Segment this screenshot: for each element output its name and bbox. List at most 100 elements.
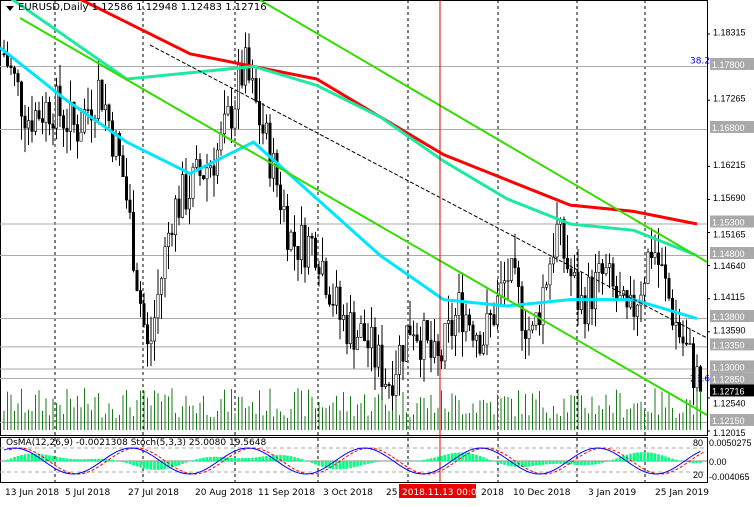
level-label: 1.17800	[712, 60, 745, 70]
osma-bar	[241, 458, 244, 461]
candle-body	[314, 238, 316, 267]
candle-body	[24, 116, 26, 128]
candle-body	[181, 175, 183, 218]
candle-body	[486, 313, 488, 345]
level-label: 1.15300	[712, 217, 745, 227]
candle-body	[510, 259, 512, 281]
osma-bar	[297, 458, 300, 461]
osma-bar	[52, 456, 55, 461]
level-label: 1.16800	[712, 123, 745, 133]
osma-bar	[157, 461, 160, 470]
osma-bar	[657, 454, 660, 461]
osma-bar	[262, 456, 265, 461]
osma-bar	[535, 461, 538, 466]
candle-body	[276, 153, 278, 185]
candle-body	[213, 166, 215, 175]
candle-body	[636, 305, 638, 316]
date-label: 25 Jan 2019	[655, 488, 709, 498]
candle-body	[465, 315, 467, 332]
osma-bar	[615, 458, 618, 461]
candle-body	[157, 294, 159, 318]
candle-body	[146, 325, 148, 344]
osma-bar	[374, 461, 377, 462]
candle-body	[195, 160, 197, 168]
candle-body	[234, 109, 236, 128]
channel-line-upper	[260, 0, 707, 262]
date-label: 3 Oct 2018	[323, 488, 373, 498]
osma-bar	[321, 461, 324, 467]
candle-body	[108, 105, 110, 121]
candle-body	[381, 345, 383, 387]
osma-bar	[664, 456, 667, 461]
osma-bar	[293, 457, 296, 461]
candle-body	[699, 367, 701, 392]
candle-body	[594, 272, 596, 308]
osma-bar	[377, 461, 380, 462]
candle-body	[363, 324, 365, 341]
osma-bar	[150, 461, 153, 470]
candle-body	[290, 232, 292, 249]
osma-bar	[115, 460, 118, 461]
osma-bar	[255, 457, 258, 461]
osma-bar	[111, 460, 114, 461]
price-tick-label: 1.18315	[713, 27, 746, 37]
osma-bar	[696, 461, 699, 463]
osma-bar	[139, 461, 142, 468]
osma-bar	[440, 456, 443, 461]
price-tick-label: 1.14640	[713, 261, 746, 271]
candle-body	[608, 264, 610, 268]
symbol-title: EURUSD,Daily	[18, 2, 88, 13]
osma-bar	[370, 461, 373, 463]
price-tick-label: 1.14115	[713, 292, 745, 302]
candle-body	[237, 65, 239, 109]
candle-body	[167, 233, 169, 247]
candle-body	[391, 386, 393, 396]
osma-bar	[24, 454, 27, 461]
date-label: 25	[386, 488, 397, 498]
date-label: 5 Jul 2018	[65, 488, 110, 498]
osma-bar	[192, 460, 195, 461]
fib-label: 38.2	[690, 56, 710, 66]
candle-body	[563, 219, 565, 258]
osma-bar	[251, 458, 254, 461]
candle-body	[171, 233, 173, 235]
candle-body	[545, 285, 547, 287]
candle-body	[143, 304, 145, 325]
candle-body	[461, 293, 463, 332]
candle-body	[129, 200, 131, 212]
osma-bar	[538, 461, 541, 465]
osma-bar	[605, 461, 608, 462]
candle-body	[48, 102, 50, 124]
candle-body	[664, 265, 666, 278]
candle-body	[566, 258, 568, 268]
osma-bar	[496, 461, 499, 463]
osma-bar	[195, 459, 198, 461]
osma-bar	[181, 461, 184, 464]
candle-body	[475, 335, 477, 340]
osma-bar	[6, 460, 9, 461]
candle-body	[20, 82, 22, 116]
osma-bar	[430, 458, 433, 461]
osma-bar	[283, 455, 286, 461]
candle-body	[122, 156, 124, 177]
osma-bar	[647, 452, 650, 461]
osma-bar	[367, 461, 370, 464]
candle-body	[66, 128, 68, 131]
candle-body	[472, 325, 474, 340]
osma-bar	[300, 459, 303, 461]
osma-bar	[598, 461, 601, 464]
osma-bar	[633, 453, 636, 461]
candle-body	[353, 312, 355, 349]
candle-body	[451, 320, 453, 335]
candle-body	[293, 232, 295, 246]
osma-bar	[577, 461, 580, 465]
osma-bar	[552, 461, 555, 464]
candle-body	[150, 341, 152, 344]
candle-body	[178, 199, 180, 218]
osma-bar	[59, 457, 62, 461]
candle-body	[69, 102, 71, 131]
osma-bar	[531, 461, 534, 466]
level-label: 1.14800	[712, 249, 745, 259]
